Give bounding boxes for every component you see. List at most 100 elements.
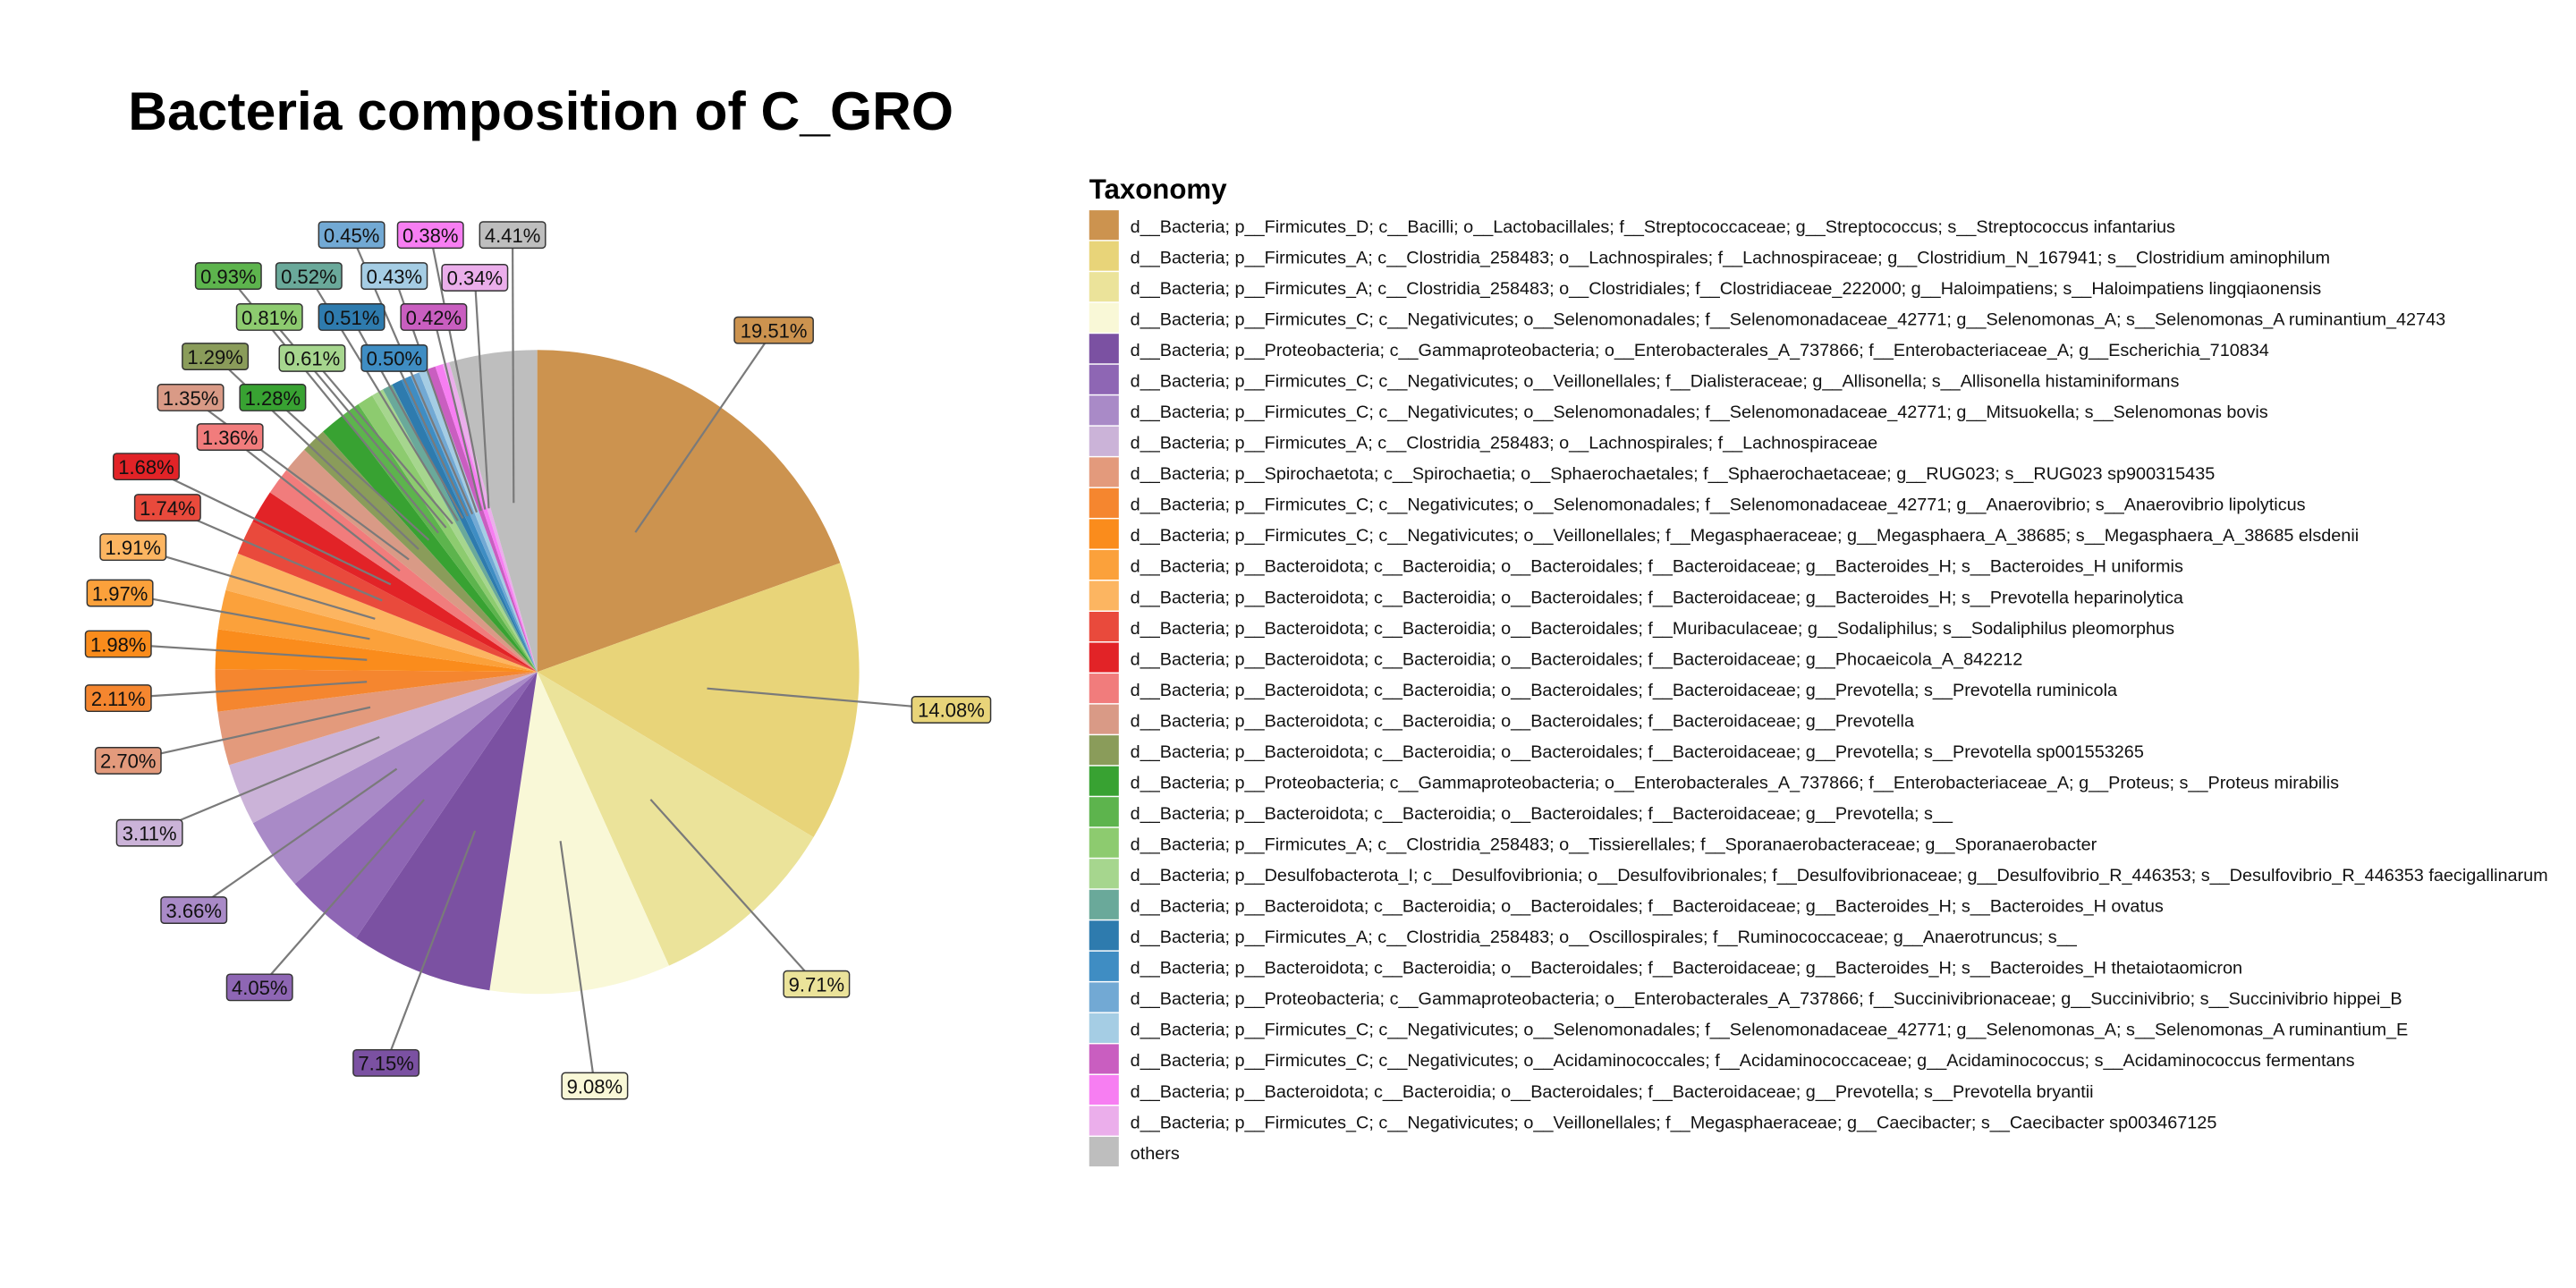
legend-swatch (1089, 549, 1119, 580)
slice-data-label: 0.42% (400, 303, 468, 331)
legend-swatch (1089, 580, 1119, 611)
leader-line (132, 546, 376, 620)
legend-label: d__Bacteria; p__Firmicutes_C; c__Negativ… (1131, 496, 2306, 515)
legend-label: d__Bacteria; p__Bacteroidota; c__Bactero… (1131, 557, 2183, 577)
legend-item: d__Bacteria; p__Bacteroidota; c__Bactero… (1089, 674, 2118, 704)
legend-label: d__Bacteria; p__Bacteroidota; c__Bactero… (1131, 681, 2118, 700)
pie-slice (252, 492, 538, 673)
pie-slices (215, 350, 860, 995)
slice-label-box (278, 343, 346, 372)
slice-data-label: 1.97% (86, 579, 154, 607)
pie-data-labels: 19.51% 14.08% 9.71% 9.08% 7.15% 4.05% 3.66% 3.1… (84, 221, 992, 1100)
leader-line (145, 465, 392, 586)
pie-slice (435, 364, 538, 673)
slice-data-label: 1.74% (133, 494, 201, 521)
pie-slice (237, 521, 538, 673)
slice-label-box (225, 973, 293, 1002)
slice-label-box (733, 316, 814, 344)
slice-data-label: 9.71% (783, 970, 851, 998)
slice-label-box (235, 303, 303, 331)
slice-data-label: 2.11% (84, 684, 152, 713)
leader-line (148, 735, 380, 835)
slice-label-box (94, 746, 162, 775)
legend-item: d__Bacteria; p__Firmicutes_A; c__Clostri… (1089, 827, 2097, 858)
slice-label-box (360, 343, 428, 372)
pie-slice (537, 350, 841, 673)
legend-swatch (1089, 951, 1119, 981)
leader-line (119, 591, 370, 640)
slice-data-label: 2.70% (94, 746, 162, 775)
slice-label-box (318, 303, 386, 331)
legend-title: Taxonomy (1089, 174, 1227, 205)
legend-swatch (1089, 395, 1119, 426)
slice-label-text: 0.81% (242, 307, 297, 329)
legend-label: d__Bacteria; p__Firmicutes_C; c__Negativ… (1131, 402, 2268, 422)
pie-slice (217, 589, 538, 673)
legend-swatch (1089, 302, 1119, 333)
legend-label: d__Bacteria; p__Firmicutes_C; c__Negativ… (1131, 1051, 2355, 1071)
legend-item: d__Bacteria; p__Firmicutes_A; c__Clostri… (1089, 920, 2078, 951)
slice-label-box (239, 384, 307, 411)
slice-data-label: 3.11% (115, 818, 183, 847)
legend-item: d__Bacteria; p__Bacteroidota; c__Bactero… (1089, 642, 2022, 673)
slice-label-box (479, 221, 547, 250)
legend-item: d__Bacteria; p__Firmicutes_A; c__Clostri… (1089, 241, 2330, 271)
slice-label-box (84, 684, 152, 713)
legend-label: d__Bacteria; p__Firmicutes_A; c__Clostri… (1131, 248, 2330, 267)
pie-slice (286, 449, 538, 673)
slice-label-box (783, 970, 851, 998)
leader-line (393, 357, 469, 517)
legend-item: d__Bacteria; p__Firmicutes_A; c__Clostri… (1089, 272, 2322, 302)
leader-line (559, 841, 596, 1087)
pie-slice (392, 379, 538, 673)
leader-line (429, 234, 487, 510)
slice-data-label: 1.28% (239, 384, 307, 411)
legend-label: d__Bacteria; p__Bacteroidota; c__Bactero… (1131, 897, 2164, 917)
slice-data-label: 7.15% (352, 1048, 420, 1077)
slice-label-text: 4.41% (485, 225, 540, 247)
pie-slice (229, 672, 538, 824)
legend-item: d__Bacteria; p__Bacteroidota; c__Bactero… (1089, 951, 2242, 981)
slice-label-box (84, 630, 152, 658)
legend-label: d__Bacteria; p__Desulfobacterota_I; c__D… (1131, 866, 2548, 886)
slice-label-box (396, 221, 464, 250)
leader-line (258, 799, 425, 988)
slice-data-label: 9.08% (561, 1072, 629, 1100)
legend-item: d__Bacteria; p__Firmicutes_C; c__Negativ… (1089, 364, 2179, 394)
slice-label-box (157, 384, 225, 411)
pie-slice (449, 350, 538, 673)
slice-label-text: 14.08% (918, 699, 985, 722)
slice-label-text: 0.93% (200, 266, 256, 288)
legend-swatch (1089, 1044, 1119, 1074)
slice-label-box (352, 1048, 420, 1077)
slice-data-label: 4.05% (225, 973, 293, 1002)
slice-label-text: 2.70% (100, 750, 156, 773)
leader-line (473, 277, 490, 509)
leader-line (649, 799, 818, 985)
slice-label-box (115, 818, 183, 847)
leader-line (118, 681, 368, 699)
slice-label-box (133, 494, 201, 521)
slice-label-text: 0.50% (367, 348, 422, 370)
legend-swatch (1089, 859, 1119, 889)
legend-label: d__Bacteria; p__Bacteroidota; c__Bactero… (1131, 804, 1953, 824)
legend-swatch (1089, 674, 1119, 704)
legend-label: d__Bacteria; p__Proteobacteria; c__Gamma… (1131, 341, 2269, 360)
legend-label: d__Bacteria; p__Firmicutes_C; c__Negativ… (1131, 1021, 2409, 1040)
slice-label-text: 1.74% (140, 497, 195, 520)
legend-swatch (1089, 797, 1119, 827)
legend-swatch (1089, 1137, 1119, 1167)
leader-line (432, 317, 482, 512)
pie-slice (252, 672, 538, 885)
slice-label-box (275, 262, 343, 290)
legend-swatch (1089, 1106, 1119, 1136)
legend-item: d__Bacteria; p__Firmicutes_C; c__Negativ… (1089, 1044, 2355, 1074)
legend-item: d__Bacteria; p__Bacteroidota; c__Bactero… (1089, 612, 2174, 642)
legend-swatch (1089, 704, 1119, 734)
slice-label-box (360, 262, 428, 290)
slice-label-text: 9.08% (567, 1075, 623, 1097)
slice-label-text: 19.51% (741, 319, 808, 342)
legend-label: d__Bacteria; p__Firmicutes_A; c__Clostri… (1131, 279, 2322, 299)
slice-data-label: 1.91% (99, 533, 167, 562)
legend-swatch (1089, 334, 1119, 364)
